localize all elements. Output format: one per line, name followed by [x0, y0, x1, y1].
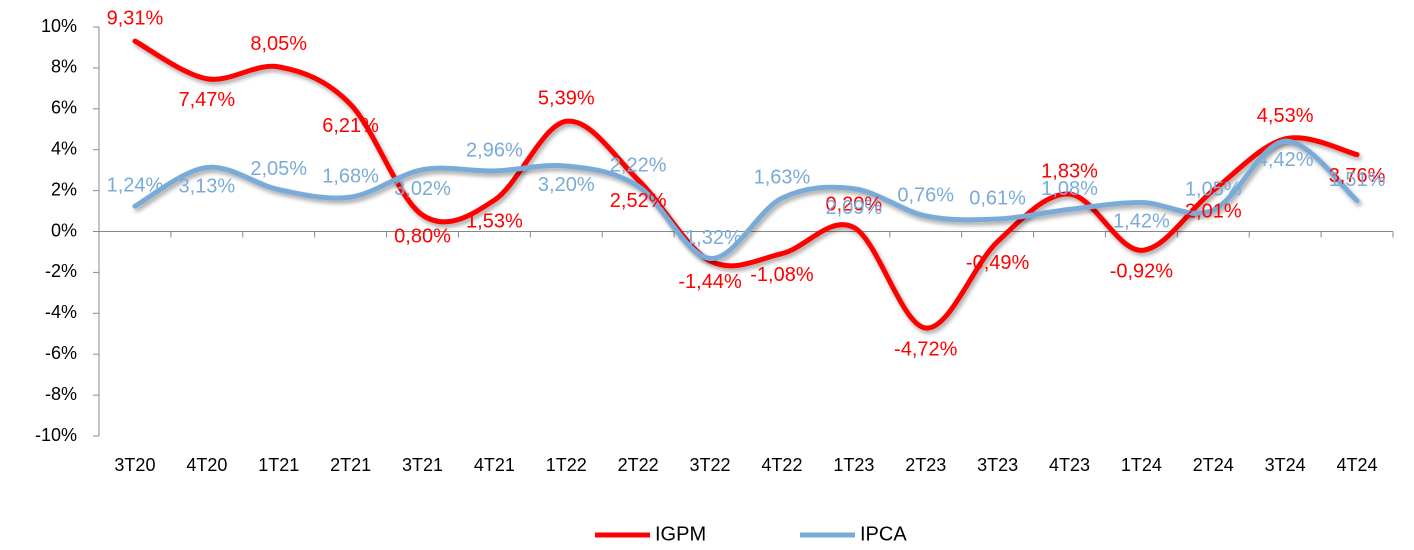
data-label: 1,05% — [1185, 179, 1242, 201]
x-tick-label: 2T23 — [905, 455, 946, 475]
data-label: -0,49% — [966, 252, 1030, 274]
data-label: 1,68% — [322, 166, 379, 188]
x-tick-label: 3T23 — [977, 455, 1018, 475]
legend-label: IGPM — [655, 523, 706, 545]
data-label: 4,42% — [1257, 149, 1314, 171]
x-tick-label: 3T24 — [1265, 455, 1306, 475]
data-label: 8,05% — [250, 33, 307, 55]
data-label: 0,61% — [969, 188, 1026, 210]
x-tick-label: 3T20 — [114, 455, 155, 475]
y-tick-label: -10% — [35, 425, 77, 445]
data-label: 1,53% — [466, 210, 523, 232]
x-tick-label: 3T21 — [402, 455, 443, 475]
data-label: -1,08% — [750, 264, 814, 286]
data-label: 9,31% — [107, 7, 164, 29]
data-label: 4,53% — [1257, 105, 1314, 127]
data-label: -0,92% — [1110, 261, 1174, 283]
data-label: 2,96% — [466, 139, 523, 161]
y-tick-label: -6% — [45, 343, 77, 363]
data-label: 0,76% — [897, 184, 954, 206]
data-label: -1,32% — [678, 227, 742, 249]
data-label: 1,51% — [1329, 169, 1386, 191]
x-tick-label: 2T24 — [1193, 455, 1234, 475]
y-tick-label: 4% — [51, 138, 77, 158]
data-label: 1,24% — [107, 175, 164, 197]
data-label: 5,39% — [538, 88, 595, 110]
data-label: -4,72% — [894, 338, 958, 360]
data-label: 3,20% — [538, 174, 595, 196]
x-tick-label: 1T22 — [546, 455, 587, 475]
y-tick-label: 8% — [51, 57, 77, 77]
data-label: 2,22% — [610, 155, 667, 177]
x-tick-label: 4T23 — [1049, 455, 1090, 475]
data-label: -1,44% — [678, 271, 742, 293]
y-tick-label: 10% — [41, 16, 77, 36]
data-label: 2,09% — [825, 197, 882, 219]
data-label: 2,01% — [1185, 201, 1242, 223]
x-tick-label: 4T24 — [1337, 455, 1378, 475]
y-tick-label: 2% — [51, 179, 77, 199]
x-tick-label: 3T22 — [690, 455, 731, 475]
data-label: 7,47% — [178, 89, 235, 111]
data-label: 2,05% — [250, 158, 307, 180]
x-tick-label: 2T21 — [330, 455, 371, 475]
data-label: 1,63% — [754, 167, 811, 189]
data-label: 0,20% — [825, 194, 882, 216]
x-tick-label: 4T21 — [474, 455, 515, 475]
data-label: 1,08% — [1041, 178, 1098, 200]
x-tick-label: 4T22 — [761, 455, 802, 475]
x-tick-label: 1T21 — [258, 455, 299, 475]
data-label: 0,80% — [394, 225, 451, 247]
data-label: 3,02% — [394, 178, 451, 200]
data-label: 1,42% — [1113, 211, 1170, 233]
y-tick-label: -8% — [45, 384, 77, 404]
line-series — [132, 138, 1360, 261]
x-tick-label: 1T24 — [1121, 455, 1162, 475]
y-tick-label: 6% — [51, 98, 77, 118]
data-label: 1,83% — [1041, 160, 1098, 182]
x-tick-label: 2T22 — [618, 455, 659, 475]
data-label: 6,21% — [322, 115, 379, 137]
data-label: 3,13% — [178, 176, 235, 198]
x-tick-label: 1T23 — [833, 455, 874, 475]
line-series — [132, 38, 1360, 331]
x-tick-label: 4T20 — [186, 455, 227, 475]
y-tick-label: -2% — [45, 261, 77, 281]
y-tick-label: -4% — [45, 302, 77, 322]
legend-label: IPCA — [860, 523, 907, 545]
data-label: 3,76% — [1329, 165, 1386, 187]
data-label: 2,52% — [610, 190, 667, 212]
y-tick-label: 0% — [51, 220, 77, 240]
